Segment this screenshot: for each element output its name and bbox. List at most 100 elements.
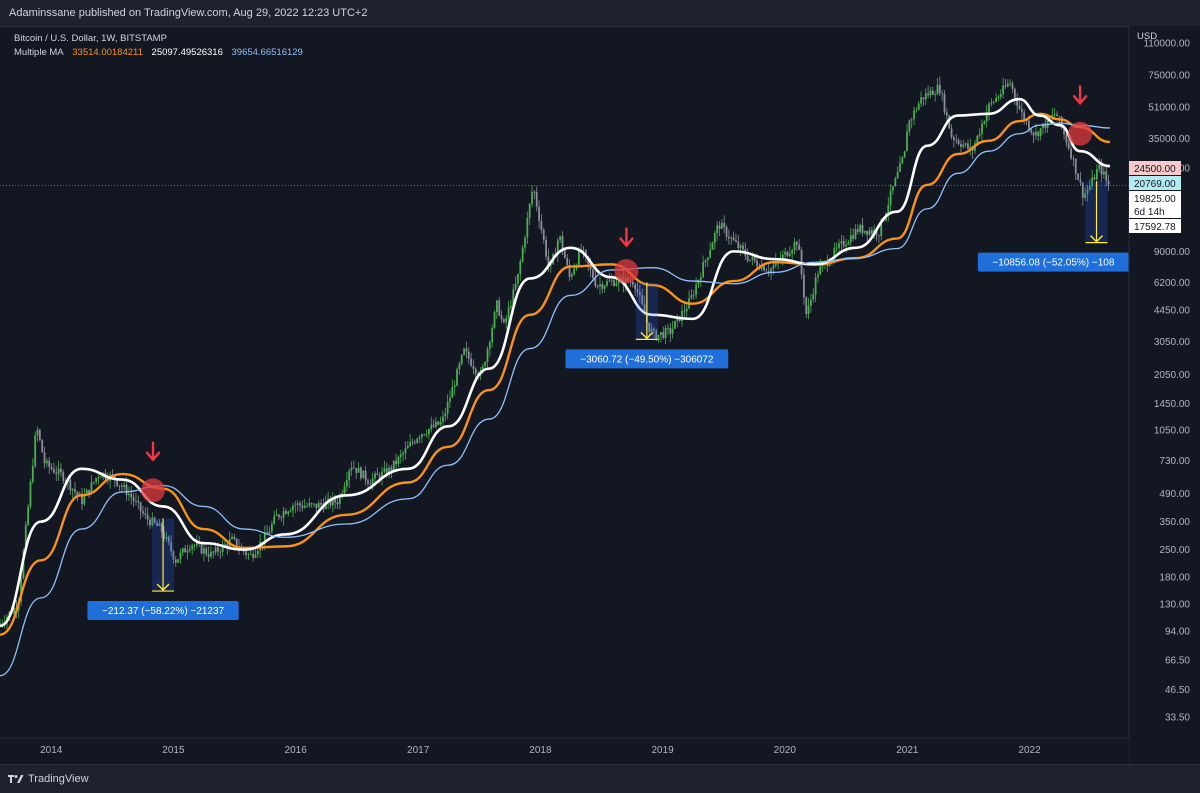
candle-body <box>681 310 683 322</box>
time-tick-label: 2015 <box>162 745 185 756</box>
candle-body <box>491 327 494 343</box>
candle-body <box>385 468 388 475</box>
candle-body <box>1063 127 1065 135</box>
candle-body <box>502 319 505 323</box>
candle-body <box>770 268 772 273</box>
candle-body <box>1093 177 1096 180</box>
candle-body <box>948 115 951 129</box>
candle-body <box>179 552 182 560</box>
candle-body <box>842 241 845 247</box>
candle-body <box>27 506 30 525</box>
price-label-text: 19825.00 <box>1134 194 1176 205</box>
candle-body <box>802 274 805 298</box>
candle-body <box>913 110 915 120</box>
candle-body <box>685 308 688 312</box>
candle-body <box>95 478 97 482</box>
tradingview-logo[interactable]: TradingView <box>8 765 89 793</box>
candle-body <box>868 230 871 235</box>
candle-body <box>404 448 407 454</box>
indicator-name: Multiple MA <box>14 47 64 58</box>
candle-body <box>1095 169 1098 180</box>
candle-body <box>615 283 618 286</box>
candle-body <box>840 241 843 244</box>
chart-area[interactable]: −212.37 (−58.22%) −21237 −3060.72 (−49.50… <box>0 26 1200 764</box>
candle-body <box>331 497 334 506</box>
price-label-text: 20769.00 <box>1134 179 1176 190</box>
price-axis-unit: USD <box>1137 31 1157 42</box>
candle-body <box>1067 142 1070 149</box>
candle-body <box>313 503 315 505</box>
candle-body <box>392 460 395 471</box>
candle-body <box>275 514 278 516</box>
candle-body <box>273 515 276 524</box>
measure-badge[interactable] <box>87 601 239 621</box>
candle-body <box>852 235 855 239</box>
candle-body <box>53 468 55 473</box>
candle-body <box>704 260 707 263</box>
candle-body <box>29 481 32 507</box>
price-label-text: 17592.78 <box>1134 222 1176 233</box>
price-label-text: 6d 14h <box>1134 207 1165 218</box>
candle-body <box>212 551 215 553</box>
candle-body <box>845 244 847 247</box>
candle-body <box>716 225 719 234</box>
candle-body <box>315 503 318 508</box>
candle-body <box>474 368 477 374</box>
candle-body <box>1046 117 1049 128</box>
candle-body <box>585 250 587 257</box>
candle-body <box>706 257 709 261</box>
measure-arrow-icon <box>640 331 654 340</box>
candle-body <box>402 453 405 455</box>
candle-body <box>163 532 165 539</box>
candle-body <box>184 548 187 553</box>
candle-body <box>20 578 22 602</box>
candle-body <box>908 120 911 132</box>
candle-body <box>137 500 140 503</box>
top-marker-circle <box>614 259 639 284</box>
time-tick-label: 2021 <box>896 745 919 756</box>
price-chart[interactable]: −212.37 (−58.22%) −21237 −3060.72 (−49.50… <box>0 26 1200 764</box>
price-axis[interactable] <box>1129 26 1200 764</box>
candle-body <box>941 93 944 95</box>
candle-body <box>753 257 756 261</box>
candle-body <box>449 397 451 402</box>
brand-text: TradingView <box>28 773 89 785</box>
candle-body <box>603 285 606 289</box>
candle-body <box>310 503 313 505</box>
candle-body <box>756 260 758 267</box>
price-tick-label: 110000.00 <box>1143 39 1190 50</box>
price-tick-label: 350.00 <box>1159 517 1190 528</box>
candle-body <box>81 493 83 505</box>
candle-body <box>317 502 320 508</box>
ma-line-orange <box>0 112 1111 636</box>
candle-body <box>399 454 402 457</box>
candle-body <box>960 143 962 147</box>
candle-body <box>983 121 986 124</box>
price-tick-label: 94.00 <box>1165 627 1190 638</box>
candle-body <box>88 489 90 494</box>
candle-body <box>285 511 287 514</box>
candle-body <box>1079 179 1082 183</box>
candle-body <box>308 503 311 506</box>
candle-body <box>427 429 430 435</box>
candle-body <box>247 554 250 556</box>
time-axis[interactable] <box>0 738 1129 764</box>
candle-body <box>299 503 301 506</box>
measure-badge[interactable] <box>565 349 729 369</box>
candle-body <box>781 254 784 260</box>
candle-body <box>142 511 144 514</box>
candle-body <box>582 249 585 251</box>
candle-body <box>388 467 390 475</box>
candle-body <box>887 204 890 214</box>
candle-body <box>812 294 815 300</box>
measure-badge[interactable] <box>977 252 1129 272</box>
candle-body <box>268 531 271 534</box>
candle-body <box>1081 182 1084 198</box>
candle-body <box>425 434 428 436</box>
candle-body <box>847 242 850 245</box>
candle-body <box>711 243 714 250</box>
candle-body <box>1065 134 1068 143</box>
candle-body <box>57 468 60 474</box>
candle-body <box>221 544 224 553</box>
candle-body <box>484 362 487 367</box>
